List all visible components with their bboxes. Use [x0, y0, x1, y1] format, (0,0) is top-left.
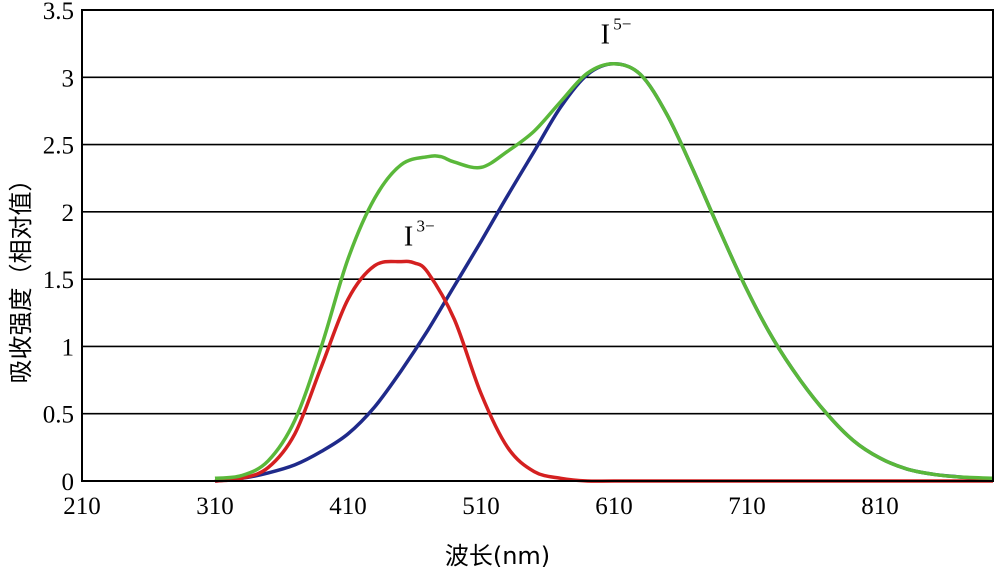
y-tick-label: 0 — [62, 469, 75, 496]
y-tick-label: 1.5 — [43, 267, 74, 294]
annotation-superscript: 5− — [613, 15, 631, 34]
x-tick-label: 810 — [861, 493, 899, 520]
plot-frame — [81, 9, 994, 482]
series-lines — [214, 62, 994, 483]
x-tick-label: 510 — [462, 493, 500, 520]
series-line-1 — [214, 259, 993, 483]
y-tick-label: 2 — [62, 200, 75, 227]
y-axis-title: 吸收强度（相对值） — [7, 168, 35, 384]
x-tick-label: 310 — [196, 493, 234, 520]
tick-labels: 0 0.5 1 1.5 2 2.5 3 3.5 210 310 410 510 610 710 810 — [43, 0, 899, 520]
x-tick-label: 710 — [728, 493, 766, 520]
y-tick-label: 3 — [62, 65, 75, 92]
annotation-label: I — [601, 20, 610, 51]
annotation-superscript: 3− — [416, 217, 434, 236]
annotation-label: I — [404, 222, 413, 253]
x-tick-label: 210 — [63, 493, 101, 520]
x-axis-title: 波长(nm) — [445, 542, 550, 570]
y-tick-label: 0.5 — [43, 402, 74, 429]
y-tick-label: 1 — [62, 334, 75, 361]
x-tick-label: 610 — [595, 493, 633, 520]
y-tick-label: 3.5 — [43, 0, 74, 25]
series-line-2 — [214, 62, 994, 481]
series-line-0 — [214, 62, 994, 483]
annotations: I 3−I 5− — [404, 15, 632, 253]
x-tick-label: 410 — [329, 493, 367, 520]
y-tick-label: 2.5 — [43, 133, 74, 160]
